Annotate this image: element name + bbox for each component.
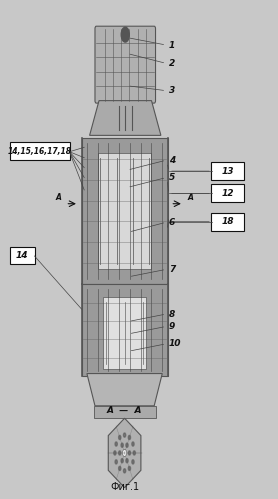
FancyBboxPatch shape (95, 26, 155, 103)
Circle shape (119, 436, 121, 440)
Text: 9: 9 (169, 322, 175, 331)
Circle shape (128, 451, 131, 455)
Text: 5: 5 (169, 173, 175, 182)
Circle shape (126, 443, 128, 447)
Text: 18: 18 (221, 217, 234, 226)
FancyBboxPatch shape (212, 213, 244, 231)
Text: 14: 14 (16, 251, 29, 260)
Circle shape (126, 459, 128, 463)
Text: 6: 6 (169, 218, 175, 227)
Circle shape (123, 433, 126, 437)
FancyBboxPatch shape (10, 247, 35, 264)
Circle shape (123, 469, 126, 473)
FancyBboxPatch shape (94, 406, 155, 418)
Circle shape (121, 459, 123, 463)
Circle shape (133, 451, 135, 455)
Text: 7: 7 (169, 265, 175, 274)
Circle shape (119, 451, 121, 455)
Text: Фиг.1: Фиг.1 (110, 482, 139, 492)
Polygon shape (108, 418, 141, 488)
FancyBboxPatch shape (81, 284, 168, 376)
Circle shape (128, 467, 131, 471)
FancyBboxPatch shape (81, 138, 168, 284)
Text: A: A (188, 193, 193, 202)
FancyBboxPatch shape (103, 296, 146, 369)
Circle shape (123, 450, 126, 456)
Text: 10: 10 (169, 339, 182, 348)
Circle shape (123, 450, 126, 456)
FancyBboxPatch shape (10, 142, 70, 160)
Text: 14,15,16,17,18: 14,15,16,17,18 (8, 147, 72, 156)
Text: 8: 8 (169, 309, 175, 318)
Circle shape (115, 442, 117, 446)
Text: 4: 4 (169, 156, 175, 165)
FancyBboxPatch shape (98, 153, 152, 269)
Text: 1: 1 (169, 40, 175, 49)
Text: 12: 12 (221, 189, 234, 198)
Circle shape (128, 436, 131, 440)
Text: 3: 3 (169, 86, 175, 95)
Circle shape (132, 442, 134, 446)
FancyBboxPatch shape (212, 185, 244, 203)
Circle shape (121, 27, 129, 42)
Circle shape (119, 467, 121, 471)
Text: 2: 2 (169, 59, 175, 68)
Circle shape (121, 443, 123, 447)
Circle shape (114, 451, 116, 455)
Polygon shape (87, 374, 162, 406)
Circle shape (115, 460, 117, 464)
Circle shape (132, 460, 134, 464)
Polygon shape (90, 101, 161, 135)
Text: A: A (56, 193, 62, 202)
Text: A  —  A: A — A (107, 406, 142, 415)
Text: 13: 13 (221, 167, 234, 176)
FancyBboxPatch shape (212, 162, 244, 180)
